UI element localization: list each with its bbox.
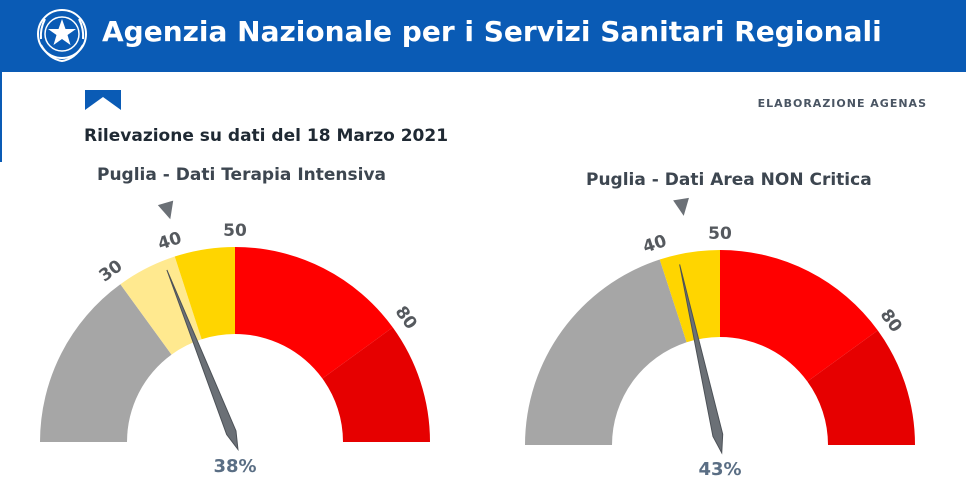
gauge-2-tick-50: 50 [708, 224, 732, 244]
gauge-1-band-40-50 [174, 247, 235, 340]
gauge-2-needle [679, 264, 724, 455]
gauge-1-title: Puglia - Dati Terapia Intensiva [97, 165, 386, 185]
gauge-2-tick-80: 80 [876, 306, 906, 337]
gauge-2-band-50-80 [720, 250, 878, 382]
gauge-1-band-0-30 [40, 284, 172, 442]
gauge-1-tick-30: 30 [96, 256, 127, 286]
gauge-2-band-80-100 [807, 330, 915, 445]
bookmark-chevron-icon [85, 90, 121, 110]
gauge-1-tick-40: 40 [155, 228, 184, 254]
gauge-1-marker [157, 200, 174, 220]
gauge-2-marker [673, 197, 689, 216]
gauge-2-title: Puglia - Dati Area NON Critica [586, 170, 872, 190]
italian-republic-emblem-icon [37, 9, 87, 63]
gauge-2-tick-40: 40 [640, 231, 669, 257]
page-title: Agenzia Nazionale per i Servizi Sanitari… [102, 15, 882, 48]
left-accent-rule [0, 72, 2, 162]
gauge-1-band-80-100 [322, 327, 430, 442]
gauge-2-band-40-50 [659, 250, 720, 343]
gauge-terapia-intensiva: 30 40 50 80 38% [40, 200, 430, 477]
top-banner: Agenzia Nazionale per i Servizi Sanitari… [0, 0, 966, 72]
elaboration-label: ELABORAZIONE AGENAS [757, 97, 927, 110]
gauge-2-band-0-40 [525, 259, 687, 445]
gauge-2-value-label: 43% [698, 459, 741, 480]
gauge-1-value-label: 38% [213, 456, 256, 477]
gauge-area-non-critica: 40 50 80 43% [525, 197, 915, 480]
gauge-1-needle [166, 269, 239, 452]
gauge-1-tick-80: 80 [391, 303, 421, 334]
gauge-1-band-30-40 [120, 256, 202, 355]
gauge-1-band-50-80 [235, 247, 393, 379]
gauge-1-tick-50: 50 [223, 221, 247, 241]
survey-date: Rilevazione su dati del 18 Marzo 2021 [84, 126, 449, 146]
